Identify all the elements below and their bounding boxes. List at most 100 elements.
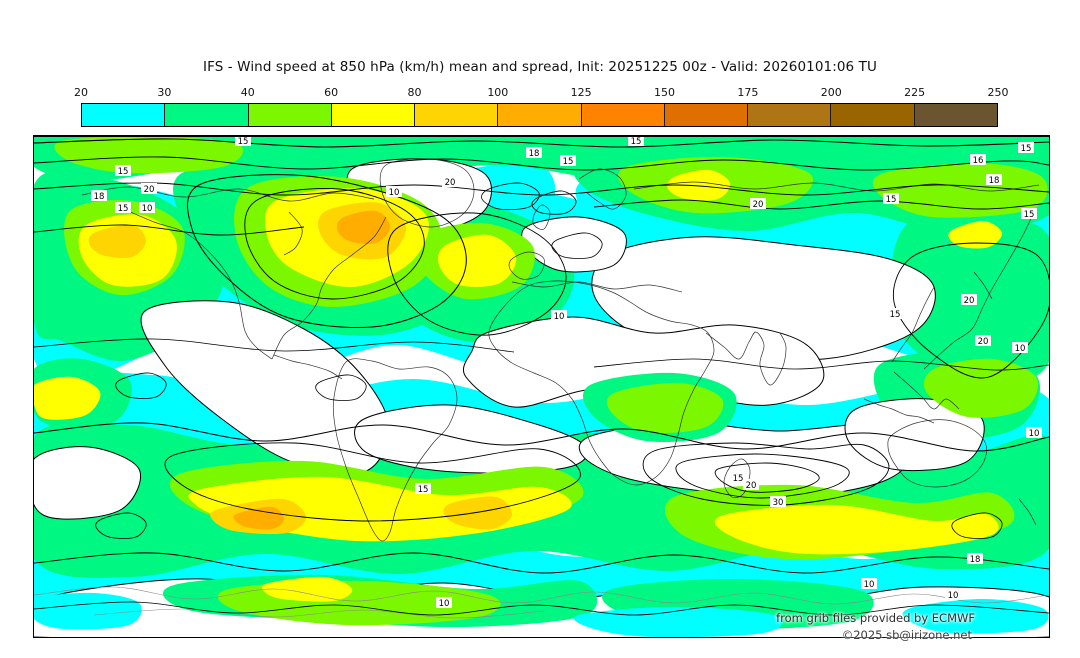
contour-label-box — [1018, 142, 1034, 153]
coastline — [511, 281, 683, 293]
spread-contours-layer — [34, 138, 1049, 616]
contour-label: 20 — [753, 200, 764, 210]
contour-label-box — [115, 165, 131, 176]
colorbar-tick-label: 20 — [74, 86, 88, 99]
contour-label-box — [730, 472, 746, 483]
contour-label-box — [235, 137, 251, 146]
contour-label: 10 — [1015, 344, 1026, 354]
coastline — [118, 206, 273, 360]
spread-contour — [34, 156, 1049, 171]
contour-label: 15 — [1021, 144, 1032, 154]
coastline — [93, 608, 545, 619]
spread-contour — [34, 224, 305, 236]
colorbar-segment — [82, 104, 165, 126]
contour-label-box — [91, 190, 107, 201]
contour-label: 15 — [563, 157, 574, 167]
colorbar-tick-label: 60 — [324, 86, 339, 99]
contour-label-box — [1026, 427, 1042, 438]
contour-label: 15 — [886, 195, 897, 205]
colorbar-segment — [663, 104, 748, 126]
colorbar-segment — [330, 104, 415, 126]
contour-label-box — [415, 483, 431, 494]
coastline — [283, 211, 303, 256]
coastline — [887, 419, 987, 488]
contour-label-box — [141, 183, 157, 194]
coastline — [532, 204, 551, 230]
contour-label-box — [750, 198, 766, 209]
contour-label-box — [386, 186, 402, 197]
colorbar-tick-label: 40 — [240, 86, 255, 99]
contour-label: 18 — [94, 192, 105, 202]
coastline — [923, 211, 1035, 370]
wind-field-region — [948, 220, 1003, 249]
coastline — [273, 354, 343, 380]
spread-contour — [593, 358, 1049, 371]
colorbar-tick-label: 200 — [820, 86, 842, 99]
colorbar-segment — [414, 104, 498, 126]
spread-contour — [34, 338, 515, 353]
contour-label-box — [115, 202, 131, 213]
contour-label-box — [560, 155, 576, 166]
colorbar — [81, 103, 998, 127]
coastline — [973, 271, 993, 300]
spread-contour — [951, 512, 1003, 539]
wind-field-region — [667, 169, 731, 201]
colorbar-tick-label: 225 — [904, 86, 926, 99]
colorbar-segment — [747, 104, 831, 126]
data-source-credit: from grib files provided by ECMWF — [776, 611, 975, 625]
wind-field-region — [872, 162, 1048, 218]
contour-label-box — [436, 597, 452, 608]
colorbar-segment — [580, 104, 664, 126]
contour-label: 10 — [439, 599, 450, 609]
coastline — [893, 371, 960, 410]
coastline — [34, 586, 1049, 605]
contour-label-box — [442, 176, 458, 187]
spread-contour — [593, 199, 1049, 210]
wind-field-region — [34, 376, 101, 420]
contour-label-box — [139, 202, 155, 213]
world-map: 15 15 15 18 15 15 20 18 15 10 10 20 16 18 15 15 20 15 20 10… — [33, 135, 1050, 638]
wind-field-region — [54, 137, 244, 174]
contour-label: 18 — [529, 149, 540, 159]
contour-label: 15 — [418, 485, 429, 495]
colorbar-segment — [913, 104, 997, 126]
colorbar-tick-label: 175 — [737, 86, 759, 99]
contour-label-box — [1021, 208, 1037, 219]
contour-label-box — [945, 589, 961, 600]
spread-contour — [481, 182, 540, 211]
spread-contour — [642, 442, 890, 506]
contour-label: 30 — [773, 498, 784, 508]
contour-label: 15 — [1024, 210, 1035, 220]
colorbar-segment — [164, 104, 248, 126]
spread-contour — [34, 138, 1049, 148]
contour-label: 15 — [238, 137, 249, 147]
contour-label: 20 — [445, 178, 456, 188]
contour-label: 10 — [142, 204, 153, 214]
wind-field-region — [336, 210, 390, 245]
spread-contour — [34, 601, 1049, 616]
contour-label-box — [1012, 342, 1028, 353]
coastlines-layer — [34, 158, 1049, 619]
contour-label-box — [970, 154, 986, 165]
wind-field-region — [261, 576, 353, 602]
contour-label: 18 — [970, 555, 981, 565]
contour-label: 20 — [978, 337, 989, 347]
spread-contour — [714, 462, 820, 493]
colorbar-segment — [247, 104, 331, 126]
contour-label-box — [986, 174, 1002, 185]
colorbar-tick-label: 250 — [987, 86, 1009, 99]
contour-label-box — [975, 335, 991, 346]
coastline — [633, 181, 1040, 192]
contour-label: 16 — [973, 156, 984, 166]
coastline — [488, 280, 715, 486]
contour-label: 18 — [989, 176, 1000, 186]
colorbar-tick-labels: 20 30 40 60 80 100 125 150 175 200 225 250 — [74, 86, 1009, 100]
wind-field-region — [34, 592, 142, 630]
spread-contour — [551, 232, 603, 259]
coastline — [891, 286, 935, 363]
wind-field-region — [437, 234, 517, 287]
contour-label-box — [887, 308, 903, 319]
